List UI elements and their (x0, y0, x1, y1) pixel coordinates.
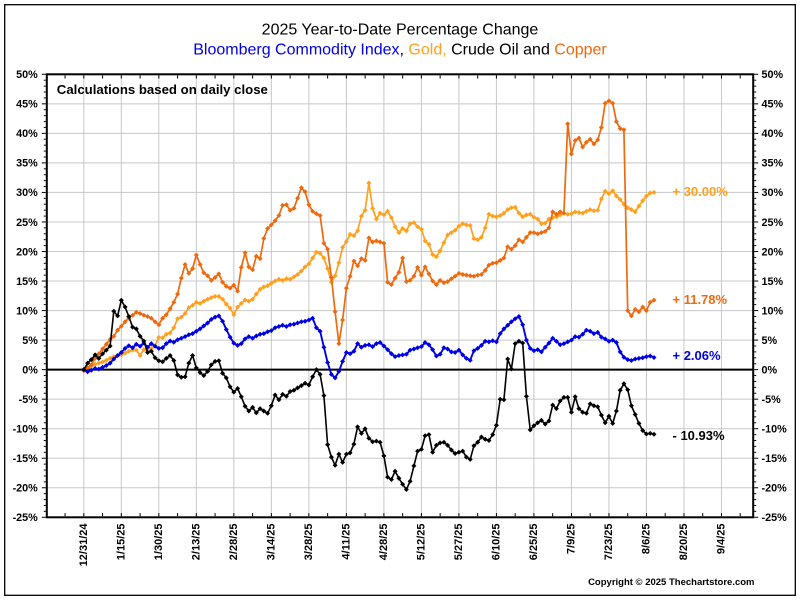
svg-text:2/13/25: 2/13/25 (191, 524, 203, 561)
svg-text:-20%: -20% (762, 483, 788, 495)
svg-text:40%: 40% (16, 128, 38, 140)
svg-text:+ 30.00%: + 30.00% (673, 184, 729, 199)
svg-text:+ 11.78%: + 11.78% (673, 292, 728, 307)
svg-text:-25%: -25% (762, 512, 788, 524)
svg-text:-5%: -5% (762, 394, 782, 406)
svg-text:15%: 15% (762, 276, 784, 288)
svg-text:-5%: -5% (19, 394, 39, 406)
svg-text:Calculations based on daily cl: Calculations based on daily close (57, 82, 268, 97)
svg-text:35%: 35% (16, 158, 38, 170)
svg-text:30%: 30% (762, 187, 784, 199)
svg-text:45%: 45% (16, 99, 38, 111)
svg-text:15%: 15% (16, 276, 38, 288)
svg-text:30%: 30% (16, 187, 38, 199)
svg-text:20%: 20% (16, 246, 38, 258)
svg-text:Copyright © 2025 Thechartstore: Copyright © 2025 Thechartstore.com (588, 577, 754, 588)
svg-text:20%: 20% (762, 246, 784, 258)
svg-text:5/12/25: 5/12/25 (416, 524, 428, 561)
svg-text:4/11/25: 4/11/25 (341, 524, 353, 560)
svg-text:8/6/25: 8/6/25 (641, 524, 653, 555)
svg-text:25%: 25% (762, 217, 784, 229)
svg-text:10%: 10% (16, 305, 38, 317)
svg-text:12/31/24: 12/31/24 (78, 523, 90, 567)
svg-text:3/28/25: 3/28/25 (303, 524, 315, 561)
svg-text:5%: 5% (22, 335, 38, 347)
svg-text:40%: 40% (762, 128, 784, 140)
svg-text:-10%: -10% (762, 424, 788, 436)
svg-text:0%: 0% (22, 364, 38, 376)
svg-text:50%: 50% (762, 69, 784, 81)
svg-text:50%: 50% (16, 69, 38, 81)
svg-text:9/4/25: 9/4/25 (716, 524, 728, 555)
svg-text:45%: 45% (762, 99, 784, 111)
svg-text:7/9/25: 7/9/25 (566, 524, 578, 555)
svg-text:Bloomberg Commodity Index, Gol: Bloomberg Commodity Index, Gold, Crude O… (193, 42, 607, 59)
svg-text:2025 Year-to-Date Percentage C: 2025 Year-to-Date Percentage Change (262, 22, 539, 39)
svg-text:- 10.93%: - 10.93% (673, 428, 725, 443)
svg-text:-10%: -10% (13, 424, 39, 436)
svg-text:1/30/25: 1/30/25 (153, 524, 165, 561)
svg-text:5/27/25: 5/27/25 (453, 524, 465, 561)
svg-text:2/28/25: 2/28/25 (228, 524, 240, 561)
svg-text:6/25/25: 6/25/25 (528, 524, 540, 561)
svg-text:35%: 35% (762, 158, 784, 170)
svg-text:1/15/25: 1/15/25 (116, 524, 128, 561)
svg-text:-25%: -25% (13, 512, 39, 524)
svg-text:0%: 0% (762, 364, 778, 376)
svg-text:6/10/25: 6/10/25 (491, 524, 503, 561)
svg-text:7/23/25: 7/23/25 (603, 524, 615, 561)
svg-text:+ 2.06%: + 2.06% (673, 348, 722, 363)
svg-text:-15%: -15% (762, 453, 788, 465)
svg-text:4/28/25: 4/28/25 (378, 524, 390, 561)
svg-text:-20%: -20% (13, 483, 39, 495)
svg-text:8/20/25: 8/20/25 (678, 524, 690, 561)
svg-text:-15%: -15% (13, 453, 39, 465)
svg-text:10%: 10% (762, 305, 784, 317)
svg-text:3/14/25: 3/14/25 (266, 524, 278, 561)
svg-text:5%: 5% (762, 335, 778, 347)
svg-text:25%: 25% (16, 217, 38, 229)
